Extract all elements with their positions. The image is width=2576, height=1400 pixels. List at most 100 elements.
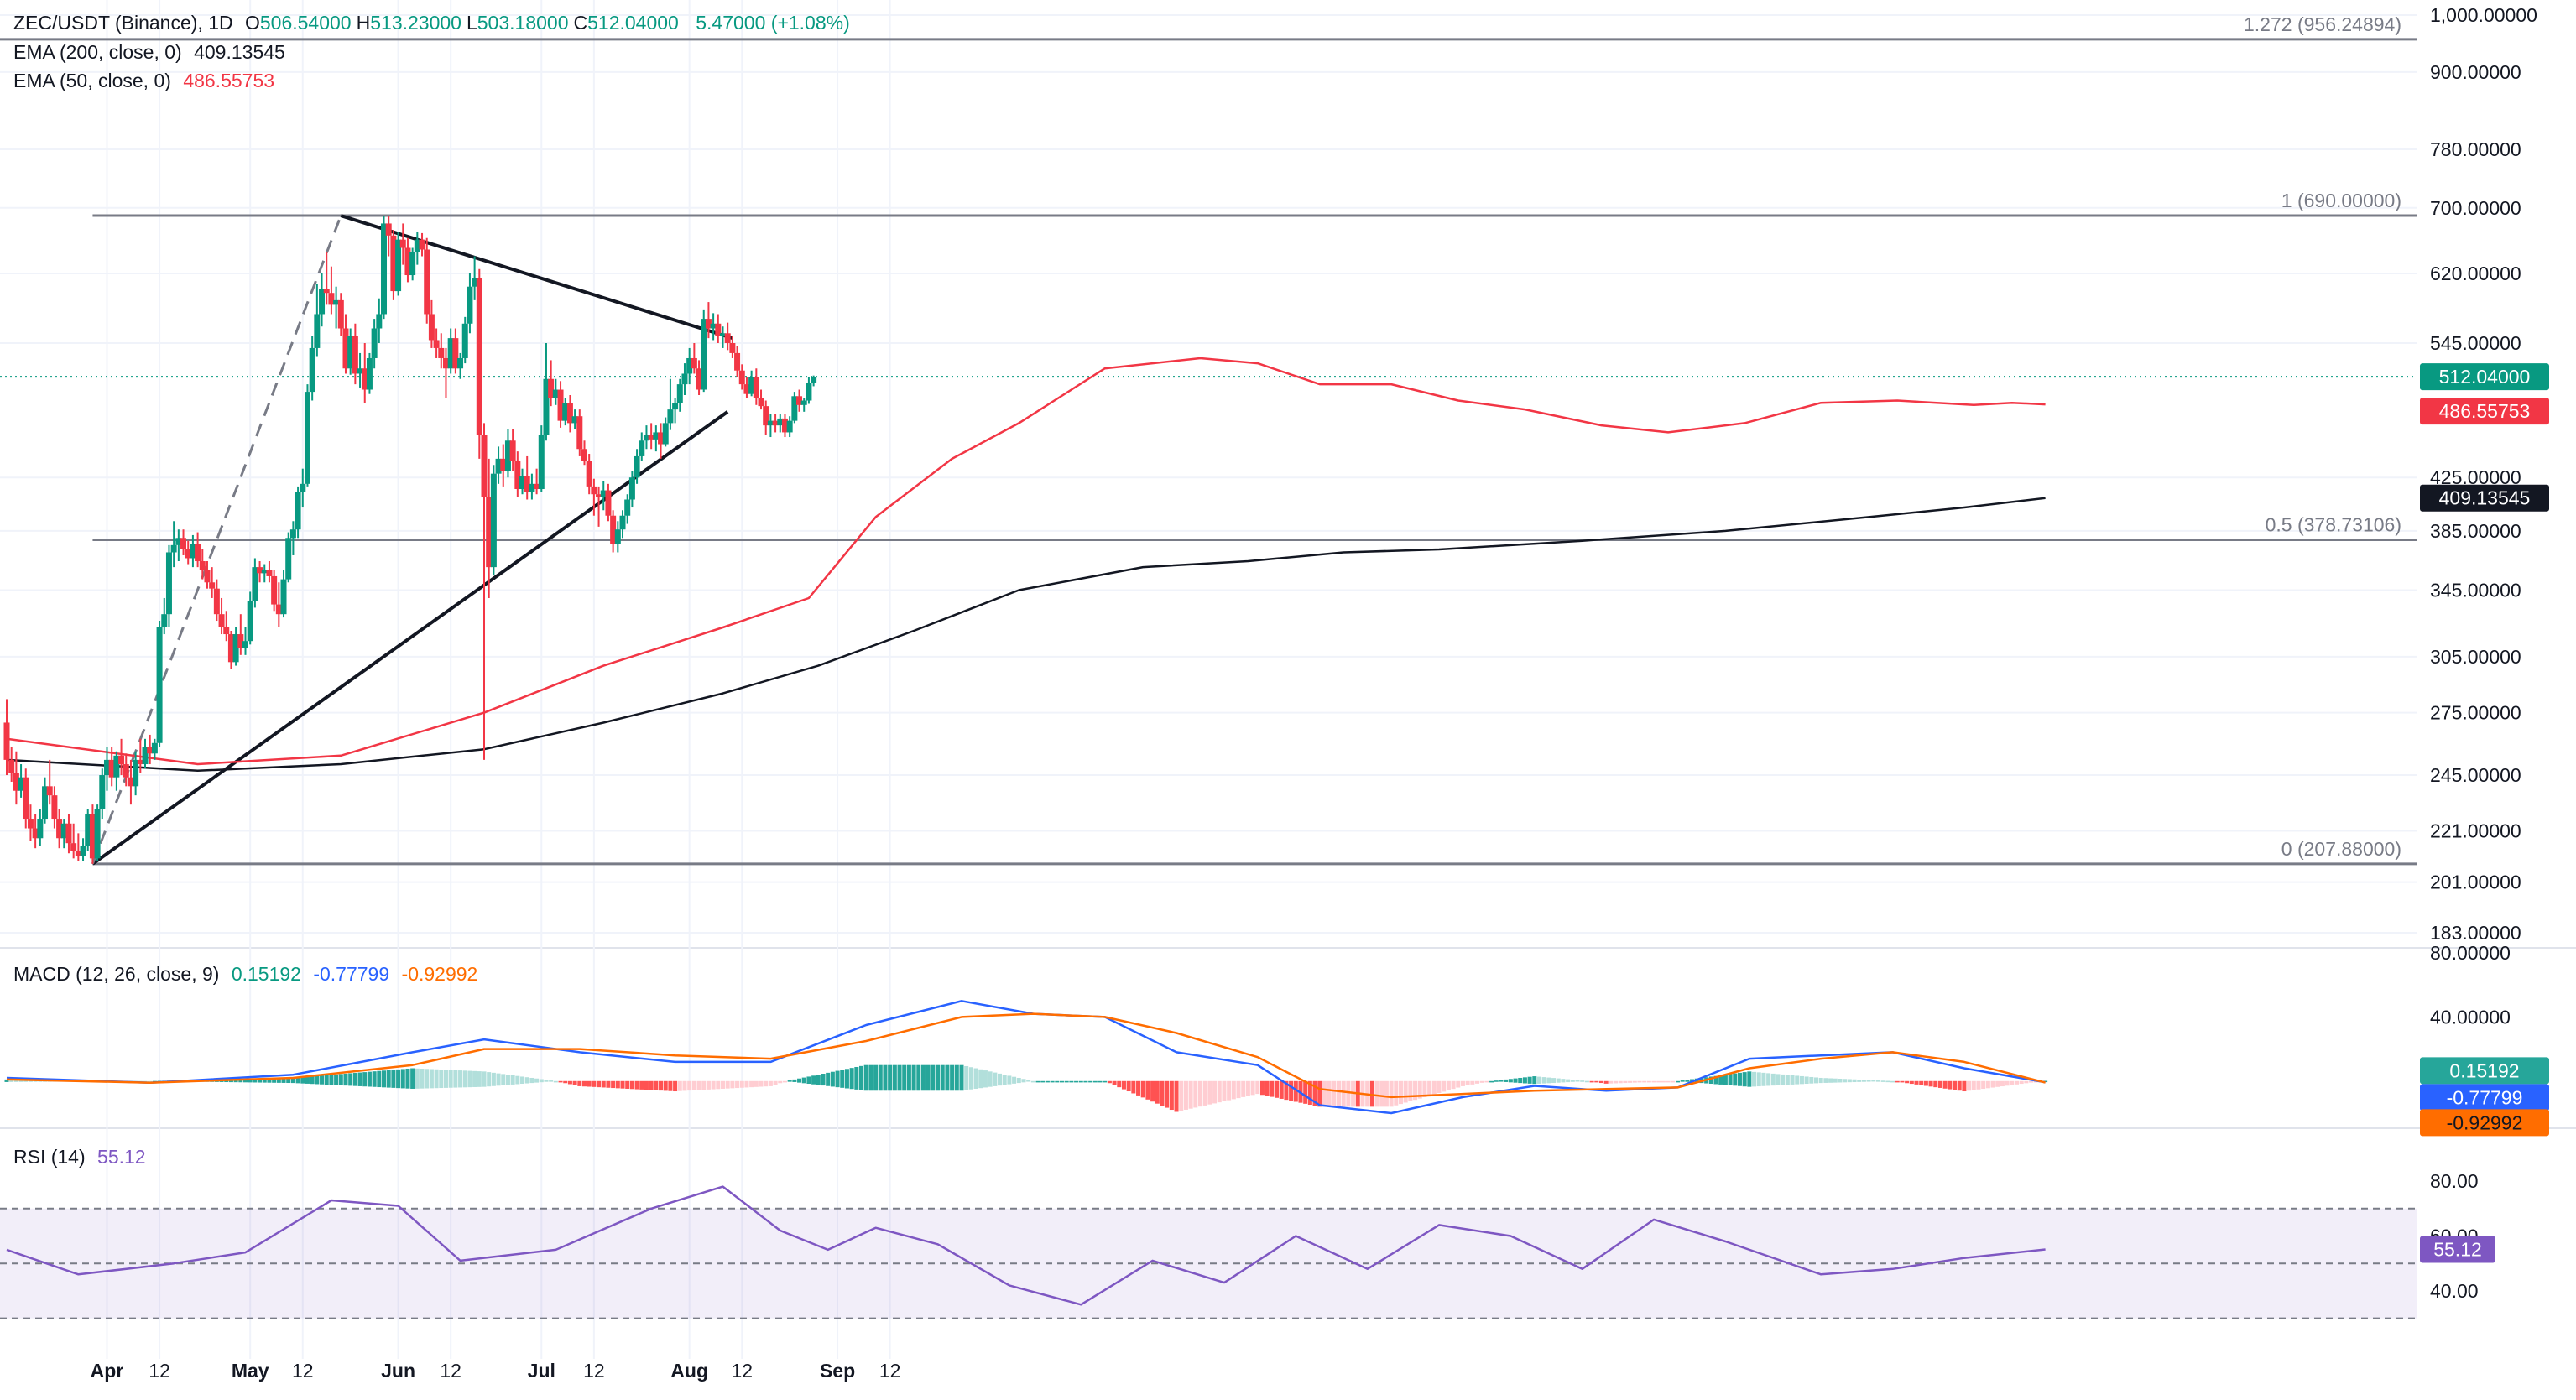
candle-body bbox=[791, 396, 798, 421]
candle-body bbox=[504, 440, 511, 471]
candle-body bbox=[424, 249, 430, 315]
candle-body bbox=[419, 239, 425, 250]
candle-body bbox=[128, 777, 134, 787]
macd-histogram-bar bbox=[429, 1069, 434, 1089]
candle-body bbox=[486, 497, 493, 568]
macd-histogram-bar bbox=[1937, 1080, 1942, 1088]
candle-body bbox=[376, 314, 383, 329]
candle-body bbox=[610, 515, 617, 544]
macd-histogram-bar bbox=[1632, 1080, 1637, 1083]
macd-histogram-bar bbox=[1322, 1080, 1327, 1107]
macd-histogram-bar bbox=[2033, 1080, 2038, 1083]
candle-body bbox=[457, 357, 464, 369]
candle-body bbox=[628, 477, 635, 500]
macd-histogram-bar bbox=[1303, 1080, 1308, 1104]
candle-body bbox=[701, 319, 707, 390]
x-tick-label: 12 bbox=[440, 1360, 461, 1382]
last-price-badge: 512.04000 bbox=[2439, 366, 2531, 388]
macd-histogram-bar bbox=[515, 1075, 520, 1085]
ohlc-value: 513.23000 bbox=[370, 12, 461, 34]
macd-histogram-bar bbox=[334, 1074, 339, 1085]
candle-body bbox=[151, 742, 158, 754]
macd-histogram-bar bbox=[931, 1064, 936, 1091]
macd-histogram-bar bbox=[1823, 1078, 1828, 1083]
ema50-line bbox=[6, 357, 2046, 766]
macd-histogram-bar bbox=[534, 1078, 540, 1083]
rsi-value: 55.12 bbox=[97, 1146, 146, 1168]
macd-histogram-bar bbox=[1781, 1074, 1786, 1085]
macd-histogram-bar bbox=[1270, 1080, 1275, 1097]
x-tick-label: 12 bbox=[583, 1360, 605, 1382]
macd-histogram-bar bbox=[295, 1077, 300, 1084]
macd-histogram-bar bbox=[1661, 1080, 1666, 1083]
candle-body bbox=[648, 435, 654, 440]
candle-body bbox=[748, 377, 755, 394]
macd-histogram-bar bbox=[1422, 1080, 1427, 1097]
macd-histogram-bar bbox=[529, 1077, 534, 1084]
macd-histogram-bar bbox=[592, 1080, 597, 1087]
candle-body bbox=[399, 239, 406, 248]
macd-histogram-bar bbox=[1289, 1080, 1294, 1101]
candle-body bbox=[514, 461, 521, 489]
macd-histogram-bar bbox=[1064, 1080, 1069, 1083]
candle-body bbox=[165, 552, 172, 615]
macd-histogram-bar bbox=[386, 1070, 391, 1088]
candle-body bbox=[738, 370, 745, 385]
macd-histogram-bar bbox=[1117, 1080, 1122, 1088]
candle-body bbox=[552, 389, 559, 398]
macd-histogram-bar bbox=[1733, 1073, 1738, 1086]
ohlc-item: C512.04000 bbox=[574, 12, 679, 34]
candle-body bbox=[404, 247, 411, 276]
macd-histogram-bar bbox=[1217, 1080, 1222, 1103]
macd-histogram-bar bbox=[1341, 1080, 1346, 1107]
macd-histogram-bar bbox=[1628, 1080, 1633, 1083]
macd-histogram-bar bbox=[1332, 1080, 1337, 1107]
macd-histogram-bar bbox=[2029, 1080, 2034, 1083]
macd-hist-value: 0.15192 bbox=[231, 963, 301, 985]
macd-histogram-bar bbox=[759, 1080, 764, 1087]
macd-histogram-bar bbox=[487, 1072, 492, 1087]
price-tick-label: 201.00000 bbox=[2430, 872, 2521, 893]
macd-histogram-bar bbox=[998, 1073, 1003, 1086]
symbol-title: ZEC/USDT (Binance), 1D bbox=[13, 12, 233, 34]
macd-histogram-bar bbox=[338, 1074, 343, 1085]
macd-histogram-bar bbox=[1245, 1080, 1250, 1096]
macd-histogram-bar bbox=[768, 1080, 773, 1086]
macd-histogram-bar bbox=[443, 1070, 448, 1088]
macd-histogram-bar bbox=[735, 1080, 740, 1089]
candle-body bbox=[653, 432, 660, 440]
ohlc-values: O506.54000 H513.23000 L503.18000 C512.04000 bbox=[245, 12, 684, 34]
price-tick-label: 305.00000 bbox=[2430, 646, 2521, 668]
rsi-tick-label: 80.00 bbox=[2430, 1170, 2479, 1192]
x-tick-label: Apr bbox=[91, 1360, 124, 1382]
macd-histogram-bar bbox=[1518, 1077, 1523, 1084]
candle-body bbox=[23, 777, 29, 820]
macd-histogram-bar bbox=[1074, 1080, 1079, 1083]
candle-body bbox=[37, 819, 44, 839]
macd-histogram-bar bbox=[1618, 1080, 1623, 1084]
macd-histogram-bar bbox=[1021, 1079, 1026, 1083]
candle-body bbox=[223, 627, 230, 635]
macd-histogram-bar bbox=[1575, 1080, 1580, 1082]
macd-histogram-bar bbox=[926, 1064, 931, 1091]
candle-body bbox=[490, 473, 497, 568]
ohlc-value: 512.04000 bbox=[587, 12, 679, 34]
macd-histogram-bar bbox=[391, 1070, 396, 1088]
candle-body bbox=[576, 416, 583, 450]
macd-histogram-bar bbox=[1155, 1080, 1160, 1104]
candle-body bbox=[118, 755, 125, 765]
macd-histogram-bar bbox=[634, 1080, 639, 1090]
macd-histogram-bar bbox=[1804, 1076, 1809, 1085]
macd-histogram-bar bbox=[1408, 1080, 1413, 1101]
macd-histogram-bar bbox=[267, 1078, 272, 1083]
candle-body bbox=[213, 588, 220, 615]
macd-histogram-bar bbox=[1050, 1080, 1055, 1083]
rsi-band bbox=[0, 1208, 2417, 1319]
rsi-badge: 55.12 bbox=[2433, 1238, 2482, 1260]
macd-histogram-bar bbox=[1231, 1080, 1236, 1100]
candle-body bbox=[571, 416, 578, 424]
candle-body bbox=[261, 570, 268, 574]
macd-line bbox=[6, 1000, 2046, 1115]
candle-body bbox=[438, 347, 445, 358]
